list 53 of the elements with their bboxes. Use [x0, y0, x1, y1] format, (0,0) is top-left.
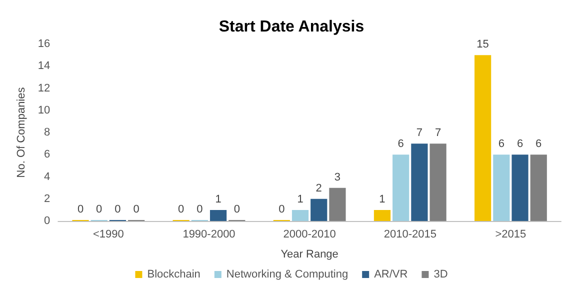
- data-label: 0: [133, 204, 140, 216]
- y-tick-label: 6: [44, 148, 50, 161]
- bar: [493, 154, 510, 221]
- data-label: 7: [434, 127, 442, 140]
- bar: [530, 154, 547, 221]
- data-label: 7: [416, 127, 423, 140]
- y-axis-title: No. Of Companies: [16, 86, 28, 178]
- data-label: 6: [398, 138, 404, 150]
- y-tick-label: 10: [38, 104, 50, 116]
- bar: [512, 154, 528, 221]
- x-axis-title: Year Range: [280, 248, 338, 260]
- x-tick-label: >2015: [495, 228, 526, 240]
- y-tick-label: 2: [44, 192, 50, 205]
- bar: [374, 210, 391, 221]
- chart-title: Start Date Analysis: [218, 18, 364, 36]
- x-tick-label: <1990: [92, 228, 124, 240]
- data-label: 6: [498, 138, 504, 150]
- y-tick-label: 0: [44, 215, 50, 227]
- x-tick-label: 1990-2000: [182, 228, 236, 240]
- legend-label: AR/VR: [374, 268, 408, 280]
- y-tick-label: 8: [44, 126, 50, 138]
- bar: [474, 55, 492, 221]
- data-label: 1: [379, 193, 386, 206]
- bar: [392, 154, 410, 221]
- bar: [430, 144, 446, 221]
- bar: [310, 198, 328, 221]
- data-label: 1: [297, 193, 304, 206]
- y-tick-label: 16: [38, 38, 50, 50]
- y-tick-label: 4: [44, 170, 50, 183]
- data-label: 6: [536, 138, 542, 150]
- data-label: 0: [96, 204, 102, 216]
- bar: [329, 188, 346, 221]
- data-label: 15: [476, 38, 489, 51]
- data-label: 0: [114, 204, 121, 216]
- x-tick-label: 2000-2010: [283, 228, 336, 240]
- y-tick-label: 14: [38, 60, 50, 72]
- legend-label: Networking & Computing: [226, 268, 348, 280]
- legend-label: Blockchain: [147, 268, 200, 280]
- bar: [411, 144, 428, 221]
- data-label: 1: [215, 193, 222, 206]
- data-label: 3: [334, 171, 341, 184]
- data-label: 2: [316, 182, 322, 194]
- data-label: 0: [178, 204, 184, 216]
- data-label: 0: [77, 204, 84, 216]
- data-label: 0: [234, 204, 240, 216]
- x-tick-label: 2010-2015: [384, 228, 436, 240]
- data-label: 0: [196, 204, 203, 216]
- legend-label: 3D: [434, 268, 448, 280]
- bar: [210, 210, 227, 221]
- data-label: 6: [516, 138, 524, 150]
- bar: [292, 210, 309, 221]
- data-label: 0: [278, 204, 285, 216]
- y-tick-label: 12: [38, 82, 50, 94]
